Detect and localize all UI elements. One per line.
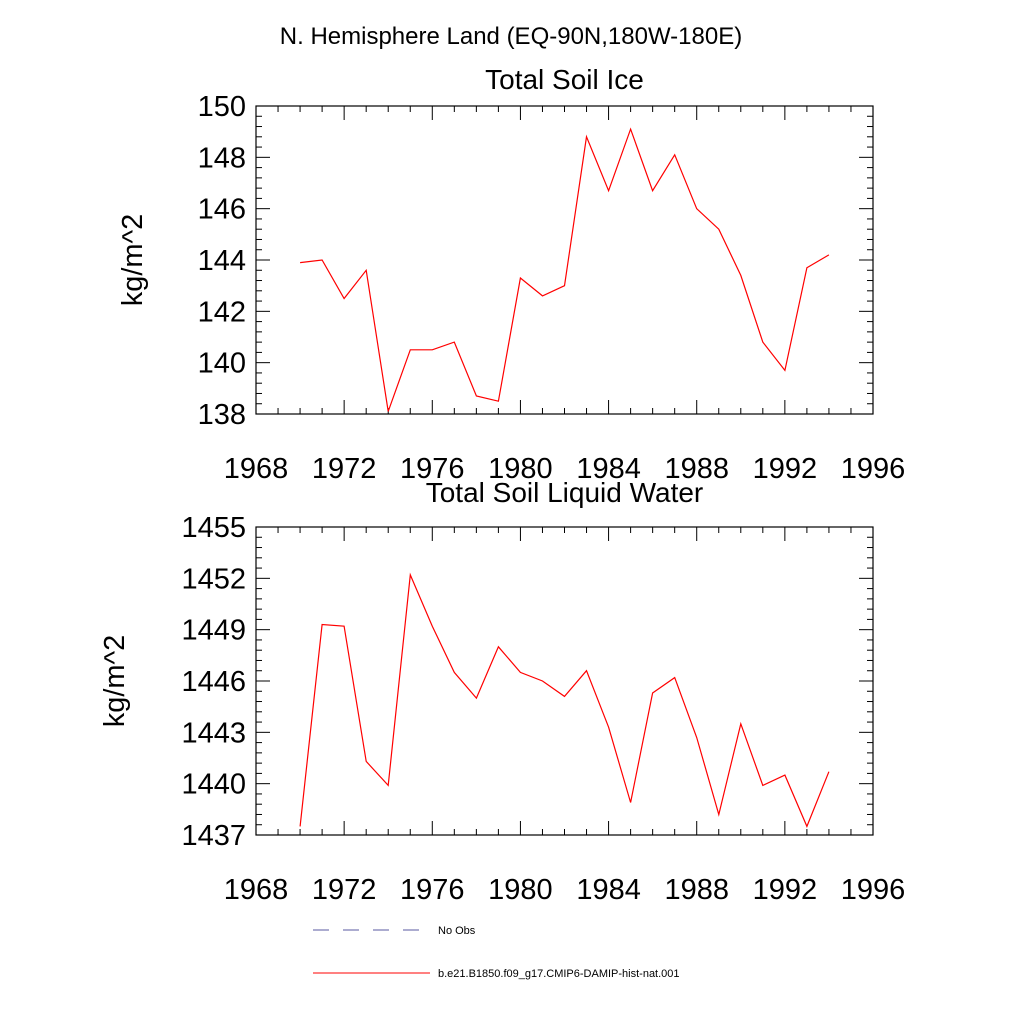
panel-total-soil-ice: Total Soil Ice kg/m^2 1968 1972 1976 1980 1984…: [117, 64, 905, 485]
legend-label-model-run: b.e21.B1850.f09_g17.CMIP6-DAMIP-hist-nat…: [438, 968, 680, 980]
y-tick-label: 140: [198, 348, 246, 380]
y-axis-label: kg/m^2: [117, 214, 149, 307]
y-tick-label: 1455: [181, 512, 246, 544]
y-tick-label: 1440: [181, 769, 246, 801]
x-tick-label: 1988: [664, 874, 729, 906]
x-tick-label: 1976: [400, 453, 465, 485]
x-tick-label: 1984: [576, 453, 641, 485]
chart-title: Total Soil Ice: [485, 64, 644, 95]
y-tick-label: 138: [198, 399, 246, 431]
x-tick-label: 1992: [753, 874, 818, 906]
y-tick-label: 1446: [181, 666, 246, 698]
chart-title: Total Soil Liquid Water: [426, 477, 704, 508]
y-tick-label: 150: [198, 91, 246, 123]
y-tick-label: 1443: [181, 717, 246, 749]
x-tick-label: 1972: [312, 874, 377, 906]
x-tick-label: 1972: [312, 453, 377, 485]
x-tick-label: 1996: [841, 874, 906, 906]
x-tick-label: 1968: [224, 874, 289, 906]
series-line: [300, 127, 830, 412]
figure-suptitle: N. Hemisphere Land (EQ-90N,180W-180E): [280, 23, 742, 50]
y-tick-label: 146: [198, 194, 246, 226]
y-tick-label: 148: [198, 142, 246, 174]
y-tick-label: 142: [198, 296, 246, 328]
y-axis-label: kg/m^2: [99, 635, 131, 728]
legend-label-no-obs: No Obs: [438, 925, 476, 937]
x-tick-label: 1980: [488, 453, 553, 485]
x-tick-label: 1980: [488, 874, 553, 906]
x-tick-label: 1996: [841, 453, 906, 485]
y-tick-label: 1452: [181, 563, 246, 595]
x-tick-label: 1988: [664, 453, 729, 485]
legend: No Obs b.e21.B1850.f09_g17.CMIP6-DAMIP-h…: [313, 925, 680, 980]
series-line: [299, 572, 830, 828]
y-tick-label: 144: [198, 245, 246, 277]
x-tick-label: 1968: [224, 453, 289, 485]
y-tick-label: 1449: [181, 615, 246, 647]
plot-frame: [255, 526, 874, 836]
plot-frame: [255, 105, 874, 415]
panel-total-soil-liquid-water: Total Soil Liquid Water kg/m^2 1968 1972 197…: [99, 477, 905, 906]
x-tick-label: 1992: [753, 453, 818, 485]
x-tick-label: 1984: [576, 874, 641, 906]
x-tick-label: 1976: [400, 874, 465, 906]
y-tick-label: 1437: [181, 820, 246, 852]
